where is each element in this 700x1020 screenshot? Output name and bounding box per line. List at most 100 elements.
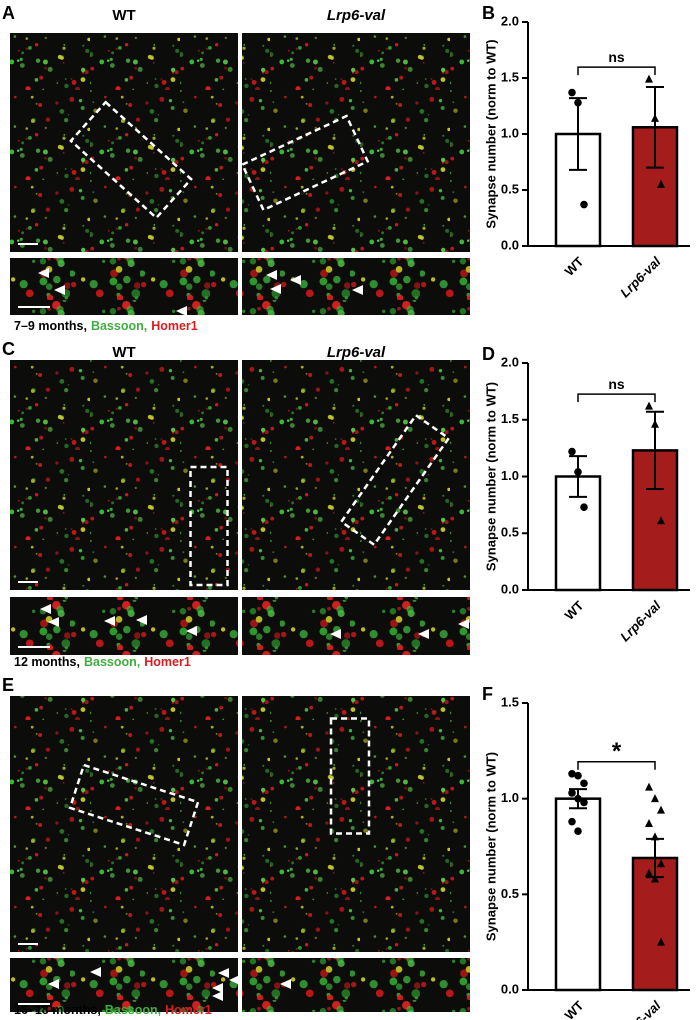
caption: 16–18 months, Bassoon, Homer1: [14, 1003, 212, 1017]
caption: 12 months, Bassoon, Homer1: [14, 655, 191, 669]
arrowhead: [290, 275, 301, 285]
significance-bracket: [577, 66, 656, 76]
y-tick-label: 0.5: [501, 886, 519, 901]
micrograph-puncta: [10, 33, 238, 252]
data-point: [568, 447, 576, 456]
y-tick-label: 0.0: [501, 981, 519, 996]
data-point: [580, 200, 588, 209]
arrowhead: [330, 629, 341, 639]
roi-box: [69, 100, 193, 220]
arrowhead: [48, 617, 59, 627]
data-point: [657, 859, 665, 868]
arrowhead: [186, 626, 197, 636]
caption: 7–9 months, Bassoon, Homer1: [14, 319, 198, 333]
arrowhead: [212, 991, 223, 1001]
data-point: [568, 817, 576, 826]
arrowhead: [280, 979, 291, 989]
caption-green: Bassoon,: [105, 1003, 161, 1017]
image-header: Lrp6-val: [327, 7, 386, 24]
data-point: [651, 874, 659, 883]
caption-age: 12 months,: [14, 655, 80, 669]
image-header: WT: [112, 7, 135, 24]
image-header: Lrp6-val: [327, 344, 386, 361]
data-point: [574, 794, 582, 803]
arrowhead: [270, 284, 281, 294]
bar: [554, 797, 602, 992]
data-point: [645, 74, 653, 83]
arrowhead: [90, 967, 101, 977]
micrograph-puncta: [242, 958, 470, 1012]
panel-label: D: [482, 344, 495, 364]
data-point: [574, 771, 582, 780]
roi-box: [68, 763, 200, 847]
data-point: [657, 516, 665, 525]
arrowhead: [418, 629, 429, 639]
roi-box: [189, 465, 229, 587]
x-tick-label: WT: [562, 254, 587, 279]
data-point: [568, 769, 576, 778]
data-point: [657, 179, 665, 188]
arrowhead: [48, 979, 59, 989]
y-tick-label: 0.0: [501, 237, 519, 252]
arrowhead: [212, 983, 223, 993]
y-tick-label: 2.0: [501, 354, 519, 369]
significance-label: *: [612, 738, 622, 765]
x-tick-label: Lrp6-val: [617, 998, 664, 1020]
data-point: [651, 419, 659, 428]
caption-green: Bassoon,: [84, 655, 140, 669]
y-tick-label: 0.5: [501, 181, 519, 196]
micrograph-puncta: [10, 258, 238, 315]
data-point: [651, 113, 659, 122]
x-tick-label: WT: [562, 598, 587, 623]
arrowhead: [229, 975, 240, 985]
panel-label: A: [2, 3, 15, 23]
y-tick-label: 1.0: [501, 790, 519, 805]
x-tick-label: Lrp6-val: [617, 598, 664, 645]
micrograph-puncta: [242, 360, 470, 590]
caption-red: Homer1: [165, 1003, 212, 1017]
data-point: [574, 827, 582, 835]
data-point: [657, 805, 665, 814]
y-tick-label: 1.5: [501, 694, 519, 709]
data-point: [568, 789, 576, 797]
caption-red: Homer1: [151, 319, 198, 333]
arrowhead: [40, 604, 51, 614]
significance-bracket: [577, 761, 656, 770]
y-axis-label: Synapse number (norm to WT): [483, 39, 498, 228]
data-point: [574, 468, 582, 476]
data-point: [574, 98, 582, 107]
data-point: [580, 798, 588, 807]
micrograph-puncta: [10, 360, 238, 590]
y-tick-label: 1.5: [501, 69, 519, 84]
data-point: [651, 832, 659, 841]
arrowhead: [104, 616, 115, 626]
caption-age: 7–9 months,: [14, 319, 87, 333]
caption-green: Bassoon,: [91, 319, 147, 333]
x-tick-label: Lrp6-val: [617, 254, 664, 301]
data-point: [645, 782, 653, 791]
caption-age: 16–18 months,: [14, 1003, 101, 1017]
data-point: [645, 819, 653, 828]
caption-red: Homer1: [144, 655, 191, 669]
roi-box: [240, 114, 370, 212]
y-axis-label: Synapse number (norm to WT): [483, 752, 498, 941]
arrowhead: [352, 285, 363, 295]
y-tick-label: 2.0: [501, 13, 519, 28]
arrowhead: [218, 968, 229, 978]
micrograph-puncta: [10, 696, 238, 952]
y-tick-label: 1.5: [501, 411, 519, 426]
data-point: [645, 868, 653, 877]
arrowhead: [38, 268, 49, 278]
arrowhead: [136, 615, 147, 625]
data-point: [580, 779, 588, 788]
panel-label: C: [2, 339, 15, 359]
y-tick-label: 1.0: [501, 125, 519, 140]
arrowhead: [176, 306, 187, 316]
roi-box: [339, 413, 451, 547]
significance-label: ns: [608, 376, 625, 392]
arrowhead: [54, 285, 65, 295]
data-point: [645, 401, 653, 410]
y-tick-label: 1.0: [501, 468, 519, 483]
panel-label: B: [482, 3, 495, 23]
